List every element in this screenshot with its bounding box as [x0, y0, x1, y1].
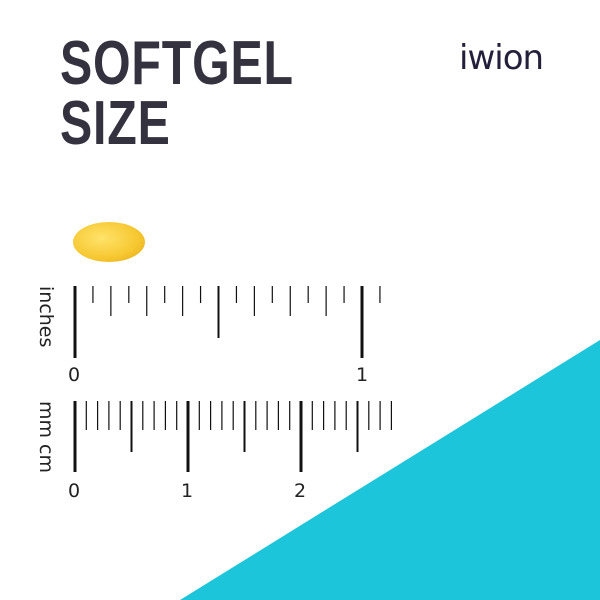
- inches-label: inches: [35, 286, 57, 347]
- title-line-2: SIZE: [60, 89, 171, 158]
- title-line-1: SOFTGEL: [60, 29, 294, 98]
- brand-logo: iwion: [459, 38, 544, 78]
- inch-ruler: [73, 286, 381, 358]
- metric-label: mm cm: [35, 401, 57, 473]
- metric-ruler: [73, 401, 392, 472]
- softgel-image: [73, 222, 145, 262]
- inch-label-1: 1: [356, 364, 368, 386]
- inch-label-0: 0: [68, 364, 80, 386]
- page-title: SOFTGEL SIZE: [60, 29, 294, 158]
- cm-label-0: 0: [68, 480, 80, 502]
- cm-label-1: 1: [181, 480, 193, 502]
- cm-label-2: 2: [294, 480, 306, 502]
